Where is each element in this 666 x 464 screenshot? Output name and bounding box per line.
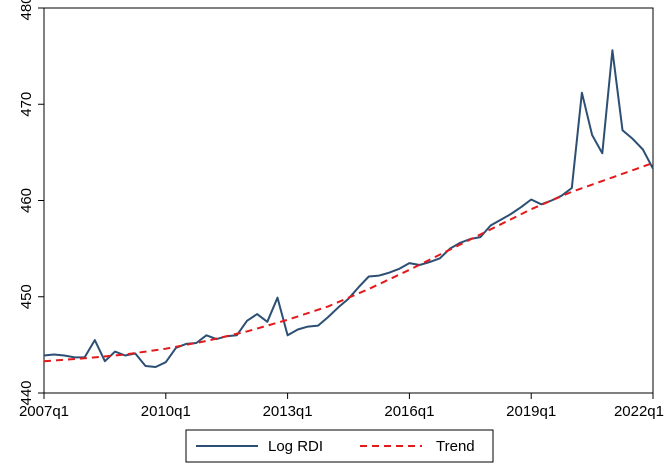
legend-label-log-rdi: Log RDI	[268, 438, 323, 455]
x-tick-label: 2007q1	[19, 403, 69, 420]
x-tick-label: 2013q1	[263, 403, 313, 420]
axes: 440 450 460 470 480 2007q1 2010q1 2013q1 2016q1 2…	[18, 0, 664, 420]
y-tick-label: 480	[18, 0, 35, 21]
legend: Log RDI Trend	[185, 429, 494, 463]
y-tick-label: 470	[18, 92, 35, 117]
y-tick-label: 440	[18, 380, 35, 405]
series-layer	[43, 49, 654, 368]
x-tick-label: 2019q1	[506, 403, 556, 420]
series-line-trend	[43, 162, 654, 363]
y-tick-label: 460	[18, 188, 35, 213]
x-tick-label: 2010q1	[141, 403, 191, 420]
y-tick-label: 450	[18, 284, 35, 309]
legend-label-trend: Trend	[436, 438, 475, 455]
x-tick-label: 2016q1	[384, 403, 434, 420]
x-tick-label: 2022q1	[614, 403, 664, 420]
